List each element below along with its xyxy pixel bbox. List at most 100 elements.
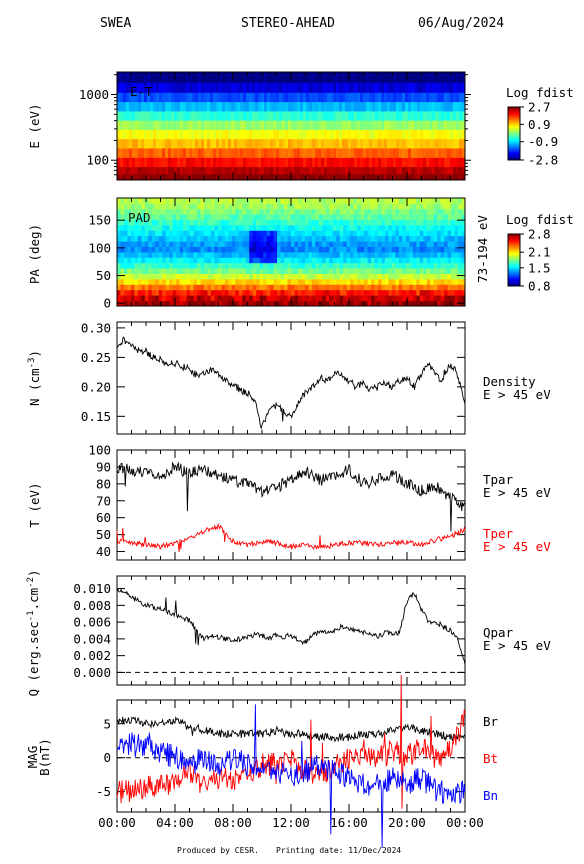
et-cell (462, 92, 466, 103)
pad-cell (148, 219, 153, 226)
pad-cell (318, 268, 323, 274)
pad-cell (120, 279, 125, 285)
pad-cell (433, 203, 438, 210)
pad-cell (458, 203, 462, 210)
et-cell (216, 139, 220, 149)
pad-cell (325, 203, 330, 210)
et-cell (138, 139, 142, 149)
et-cell (210, 139, 214, 149)
pad-cell (179, 279, 184, 285)
pad-cell (343, 295, 348, 301)
et-cell (318, 72, 322, 84)
et-cell (360, 72, 364, 84)
bt-legend-name: Bt (483, 751, 498, 766)
et-cell (147, 82, 151, 94)
pad-cell (301, 203, 306, 210)
pad-cell (367, 300, 372, 307)
et-cell (390, 139, 394, 149)
et-cell (294, 148, 298, 159)
pad-cell (144, 235, 149, 242)
tper-legend-name: Tper (483, 526, 514, 541)
pad-cell (301, 257, 306, 264)
pad-cell (318, 262, 323, 269)
pad-cell (238, 203, 243, 210)
et-cell (213, 129, 217, 140)
pad-cell (405, 230, 410, 237)
et-cell (321, 174, 325, 181)
et-cell (213, 120, 217, 131)
pad-cell (200, 252, 205, 258)
pad-cell (329, 295, 334, 301)
et-cell (258, 157, 262, 168)
pad-cell (252, 279, 257, 285)
pad-cell (190, 230, 194, 237)
et-cell (171, 148, 175, 159)
pad-cell (294, 225, 299, 231)
et-cell (420, 167, 424, 175)
et-cell (219, 92, 223, 103)
pad-cell (364, 230, 368, 237)
pad-cell (183, 225, 187, 231)
et-cell (189, 92, 193, 103)
pad-cell (270, 235, 274, 242)
pad-cell (224, 262, 229, 269)
pad-cell (430, 262, 435, 269)
pad-cell (318, 235, 323, 242)
et-cell (147, 167, 151, 175)
pad-cell (318, 198, 323, 204)
pad-cell (273, 262, 278, 269)
pad-cell (336, 252, 341, 258)
pad-cell (176, 300, 181, 307)
pad-cell (214, 262, 219, 269)
pad-cell (423, 208, 428, 215)
et-cell (141, 157, 145, 168)
et-cell (438, 92, 442, 103)
pad-cell (210, 203, 215, 210)
pad-cell (256, 273, 261, 280)
pad-cell (315, 246, 320, 253)
pad-cell (405, 262, 410, 269)
et-cell (252, 102, 256, 112)
pad-cell (277, 295, 281, 301)
et-cell (459, 72, 463, 84)
et-cell (300, 129, 304, 140)
pad-cell (127, 289, 132, 296)
et-cell (276, 111, 280, 122)
pad-cell (235, 214, 240, 220)
et-cell (204, 102, 208, 112)
pad-cell (287, 241, 292, 247)
pad-cell (447, 214, 452, 220)
et-cell (240, 72, 244, 84)
et-cell (321, 129, 325, 140)
pad-cell (391, 246, 396, 253)
et-cell (228, 129, 232, 140)
pad-cell (350, 300, 355, 307)
et-y-tick-label: 100 (86, 153, 109, 168)
et-cell (120, 102, 124, 112)
pad-cell (270, 273, 274, 280)
pad-cell (221, 208, 226, 215)
mag-ylabel-line1: MAG (25, 746, 40, 769)
pad-cell (287, 230, 292, 237)
pad-cell (353, 214, 358, 220)
et-cell (354, 167, 358, 175)
pad-cell (197, 268, 201, 274)
et-cell (324, 102, 328, 112)
pad-cell (395, 203, 400, 210)
pad-cell (117, 252, 121, 258)
et-cell (267, 102, 271, 112)
pad-cell (162, 214, 167, 220)
pad-cell (374, 225, 379, 231)
pad-cell (204, 235, 208, 242)
et-cell (264, 139, 268, 149)
et-cell (237, 82, 241, 94)
pad-cell (169, 241, 174, 247)
pitch-angle-panel: PAD PA (deg) 73-194 eV Log fdist2.82.11.… (27, 198, 574, 307)
pad-cell (412, 214, 417, 220)
et-cell (297, 167, 301, 175)
pad-cell (214, 235, 219, 242)
et-cell (369, 157, 373, 168)
pad-cell (235, 289, 240, 296)
et-cell (174, 92, 178, 103)
pad-cell (277, 268, 281, 274)
